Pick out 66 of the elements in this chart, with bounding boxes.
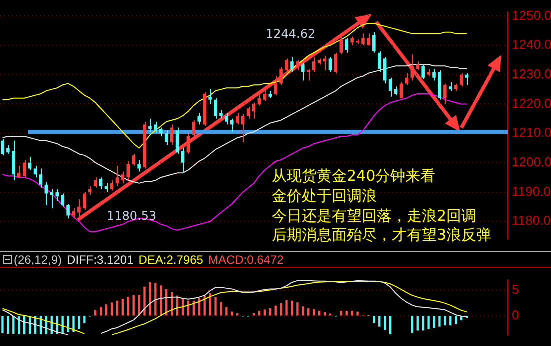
y-tick-label: 1200.0 <box>512 154 551 170</box>
annotation: 从现货黄金240分钟来看 <box>272 167 436 185</box>
bar <box>444 316 446 326</box>
bar <box>78 316 80 330</box>
bar <box>122 299 124 316</box>
annotation: 今日还是有望回落，走浪2回调 <box>272 207 477 225</box>
bar <box>422 316 424 331</box>
bar <box>100 307 102 316</box>
bar <box>411 316 414 334</box>
y-tick-label: 1250.0 <box>512 8 551 23</box>
bar <box>438 316 441 327</box>
text: MACD:0.6472 <box>208 252 284 266</box>
bar <box>67 316 70 332</box>
bar <box>72 316 75 332</box>
bar <box>154 283 157 316</box>
bar <box>296 302 299 316</box>
y-tick-label: 1230.0 <box>512 66 551 82</box>
bar <box>110 302 114 316</box>
bar <box>291 300 294 316</box>
bar <box>149 282 152 316</box>
bar <box>127 297 130 316</box>
bar <box>84 316 86 324</box>
y-tick-label: 0 <box>512 307 520 322</box>
bar <box>2 316 4 334</box>
bar <box>313 309 316 316</box>
annotation: 后期消息面殆尽，才有望3浪反弹 <box>272 226 492 244</box>
bar <box>116 300 119 316</box>
bar <box>226 307 228 316</box>
bar <box>356 312 359 316</box>
bar <box>94 310 97 316</box>
text: DEA:2.7965 <box>138 252 204 266</box>
y-tick-label: 1210.0 <box>512 125 551 140</box>
bar <box>280 303 282 316</box>
y-tick-label: 1180.0 <box>512 213 551 228</box>
annotation: 1180.53 <box>107 209 157 224</box>
bar <box>433 316 436 328</box>
y-tick-label: 5 <box>512 282 520 298</box>
bar <box>220 302 222 316</box>
bar <box>264 310 266 316</box>
bar <box>231 312 234 316</box>
bar <box>132 295 135 316</box>
bar <box>144 286 146 316</box>
annotation: 1244.62 <box>266 27 316 42</box>
bar <box>214 297 217 316</box>
bar <box>351 310 354 316</box>
bar <box>450 316 452 326</box>
bar <box>302 306 304 316</box>
bar <box>384 316 386 330</box>
bar <box>378 316 381 327</box>
y-tick-label: 1220.0 <box>512 96 551 111</box>
bar <box>286 300 288 316</box>
bar <box>138 294 140 316</box>
y-tick-label: 1190.0 <box>512 184 551 199</box>
bar <box>105 304 108 316</box>
annotation: 金价处于回调浪 <box>272 187 377 205</box>
y-tick-label: 1240.0 <box>512 37 551 52</box>
bar <box>373 316 376 324</box>
text: DIFF:3.1201 <box>67 252 134 266</box>
bar <box>389 316 392 335</box>
bar <box>455 316 458 324</box>
bar <box>428 316 430 330</box>
bar <box>62 316 64 334</box>
bar <box>416 316 419 331</box>
bar <box>7 316 10 334</box>
legend-title: (26,12,9) <box>14 252 62 266</box>
bar <box>209 293 212 316</box>
